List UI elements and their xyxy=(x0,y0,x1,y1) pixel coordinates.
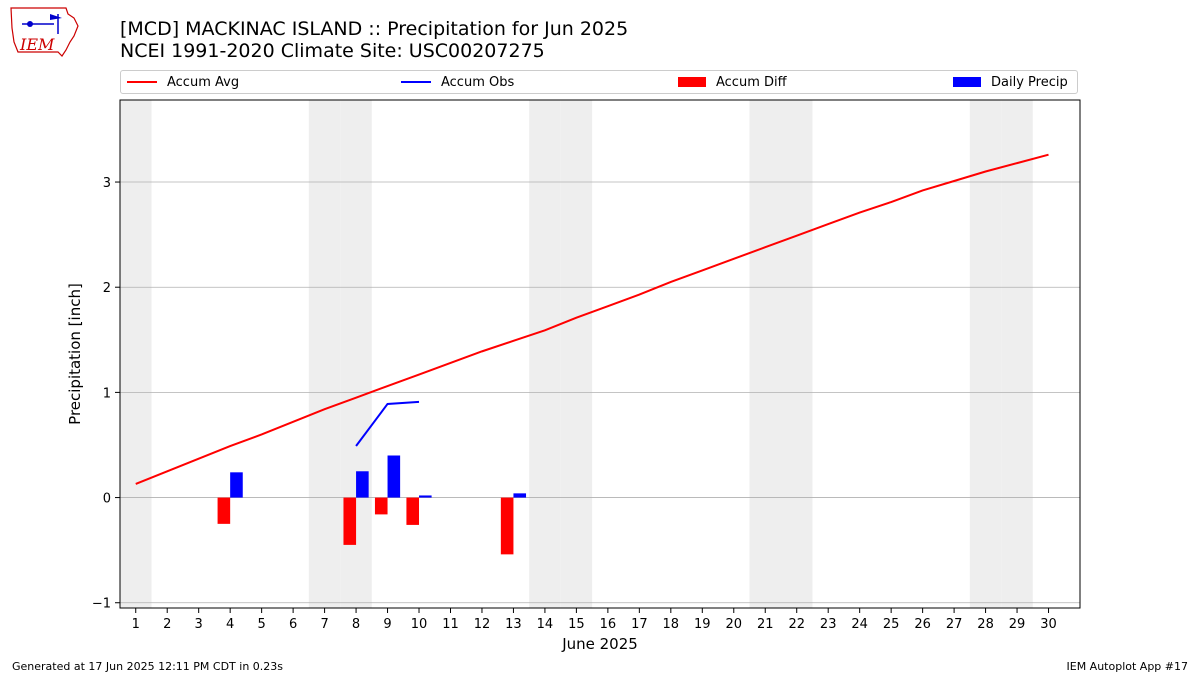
x-tick-label: 4 xyxy=(226,617,234,632)
x-tick-label: 30 xyxy=(1040,617,1057,632)
x-tick-label: 11 xyxy=(442,617,459,632)
x-tick-label: 27 xyxy=(946,617,963,632)
x-tick-label: 17 xyxy=(631,617,648,632)
legend: Accum Avg Accum Obs Accum Diff Daily Pre… xyxy=(120,70,1078,94)
weekend-band xyxy=(969,100,1002,608)
legend-label-accum-obs: Accum Obs xyxy=(441,74,515,90)
x-tick-label: 9 xyxy=(383,617,391,632)
bar-accum-diff xyxy=(343,497,357,545)
x-tick-label: 13 xyxy=(505,617,522,632)
x-axis-label: June 2025 xyxy=(561,635,638,653)
y-tick-label: 1 xyxy=(103,386,111,401)
bar-accum-diff xyxy=(406,497,420,525)
legend-swatch-accum-obs xyxy=(401,81,431,83)
x-tick-label: 29 xyxy=(1009,617,1026,632)
y-tick-label: 0 xyxy=(103,492,111,507)
weekend-band xyxy=(560,100,593,608)
y-tick-label: 2 xyxy=(103,281,111,296)
x-tick-label: 15 xyxy=(568,617,585,632)
x-tick-label: 12 xyxy=(474,617,491,632)
weekend-band xyxy=(749,100,781,608)
legend-item-accum-diff: Accum Diff xyxy=(678,71,787,93)
legend-swatch-daily-precip xyxy=(953,77,981,87)
chart-title: [MCD] MACKINAC ISLAND :: Precipitation f… xyxy=(120,18,629,40)
y-tick-label: −1 xyxy=(92,597,111,612)
y-axis-label: Precipitation [inch] xyxy=(66,283,84,425)
x-tick-label: 24 xyxy=(851,617,868,632)
legend-swatch-accum-diff xyxy=(678,77,706,87)
bar-accum-diff xyxy=(374,497,388,515)
x-tick-label: 19 xyxy=(694,617,711,632)
x-tick-label: 26 xyxy=(914,617,931,632)
chart-subtitle: NCEI 1991-2020 Climate Site: USC00207275 xyxy=(120,40,545,62)
logo-text: IEM xyxy=(19,35,55,54)
bar-daily-precip xyxy=(356,471,369,498)
weekend-band xyxy=(308,100,341,608)
x-tick-label: 16 xyxy=(600,617,617,632)
bar-daily-precip xyxy=(230,472,243,498)
legend-item-accum-obs: Accum Obs xyxy=(401,71,514,93)
legend-label-accum-avg: Accum Avg xyxy=(167,74,240,90)
iem-logo: IEM xyxy=(10,7,79,57)
footer-generated: Generated at 17 Jun 2025 12:11 PM CDT in… xyxy=(12,660,284,673)
x-tick-label: 18 xyxy=(663,617,680,632)
legend-item-daily-precip: Daily Precip xyxy=(953,71,1068,93)
weekend-band xyxy=(1001,100,1033,608)
bar-daily-precip xyxy=(513,493,527,498)
bar-accum-diff xyxy=(217,497,231,524)
x-tick-label: 8 xyxy=(352,617,360,632)
line-accum-avg xyxy=(135,153,1049,485)
footer-app: IEM Autoplot App #17 xyxy=(1066,660,1189,673)
weekend-band xyxy=(780,100,813,608)
x-tick-label: 1 xyxy=(132,617,140,632)
x-tick-label: 20 xyxy=(725,617,742,632)
legend-label-accum-diff: Accum Diff xyxy=(716,74,787,90)
x-tick-label: 10 xyxy=(411,617,428,632)
x-tick-label: 21 xyxy=(757,617,774,632)
x-tick-label: 3 xyxy=(195,617,203,632)
y-tick-label: 3 xyxy=(103,176,111,191)
x-tick-label: 25 xyxy=(883,617,900,632)
legend-item-accum-avg: Accum Avg xyxy=(127,71,239,93)
plot-frame xyxy=(119,99,1081,609)
bar-accum-diff xyxy=(500,497,514,555)
x-tick-label: 28 xyxy=(977,617,994,632)
x-tick-label: 5 xyxy=(257,617,265,632)
x-tick-label: 6 xyxy=(289,617,297,632)
weekend-band xyxy=(120,100,152,608)
iowa-outline-icon xyxy=(10,7,79,57)
x-tick-label: 7 xyxy=(320,617,328,632)
bar-daily-precip xyxy=(387,455,401,498)
x-tick-label: 23 xyxy=(820,617,837,632)
legend-swatch-accum-avg xyxy=(127,81,157,83)
x-tick-label: 2 xyxy=(163,617,171,632)
x-tick-label: 22 xyxy=(788,617,805,632)
bar-daily-precip xyxy=(419,495,432,498)
line-accum-obs xyxy=(355,400,420,447)
weekend-band xyxy=(529,100,561,608)
x-tick-label: 14 xyxy=(537,617,554,632)
legend-label-daily-precip: Daily Precip xyxy=(991,74,1068,90)
